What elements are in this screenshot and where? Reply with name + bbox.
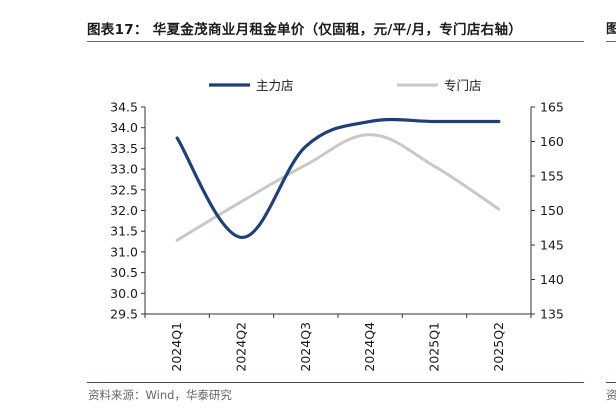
left-tick-label: 31.5: [110, 224, 138, 239]
x-tick-label: 2025Q2: [491, 322, 506, 372]
right-tick-label: 160: [540, 134, 564, 149]
left-tick-label: 32.0: [110, 203, 138, 218]
chart-title: 图表17： 华夏金茂商业月租金单价（仅固租，元/平/月，专门店右轴）: [87, 22, 523, 38]
adjacent-source-fragment: 资: [606, 388, 616, 402]
legend-label-specialty-store: 专门店: [444, 78, 482, 93]
footer-divider: [87, 382, 584, 383]
right-tick-label: 135: [540, 307, 564, 322]
series-line-specialty-store: [175, 133, 501, 242]
left-tick-label: 31.0: [110, 244, 138, 259]
right-tick-label: 165: [540, 100, 564, 115]
x-tick-label: 2024Q4: [362, 322, 377, 372]
left-tick-label: 30.5: [110, 265, 138, 280]
left-tick-label: 32.5: [110, 182, 138, 197]
adjacent-title-fragment: 图: [606, 22, 616, 37]
left-tick-label: 33.5: [110, 141, 138, 156]
x-tick-label: 2024Q2: [234, 322, 249, 372]
legend-label-anchor-store: 主力店: [256, 78, 294, 93]
x-tick-label: 2024Q3: [298, 322, 313, 372]
right-tick-label: 145: [540, 238, 564, 253]
right-tick-label: 140: [540, 272, 564, 287]
source-note: 资料来源：Wind，华泰研究: [88, 388, 232, 402]
left-tick-label: 30.0: [110, 286, 138, 301]
title-divider: [87, 41, 584, 42]
x-tick-label: 2025Q1: [427, 322, 442, 372]
x-tick-label: 2024Q1: [169, 322, 184, 372]
left-tick-label: 29.5: [110, 307, 138, 322]
right-tick-label: 150: [540, 203, 564, 218]
left-tick-label: 34.0: [110, 120, 138, 135]
left-tick-label: 33.0: [110, 162, 138, 177]
series-line-anchor-store: [175, 117, 501, 240]
right-tick-label: 155: [540, 169, 564, 184]
left-tick-label: 34.5: [110, 100, 138, 115]
adjacent-footer-divider: [606, 382, 616, 383]
adjacent-title-divider: [606, 41, 616, 42]
